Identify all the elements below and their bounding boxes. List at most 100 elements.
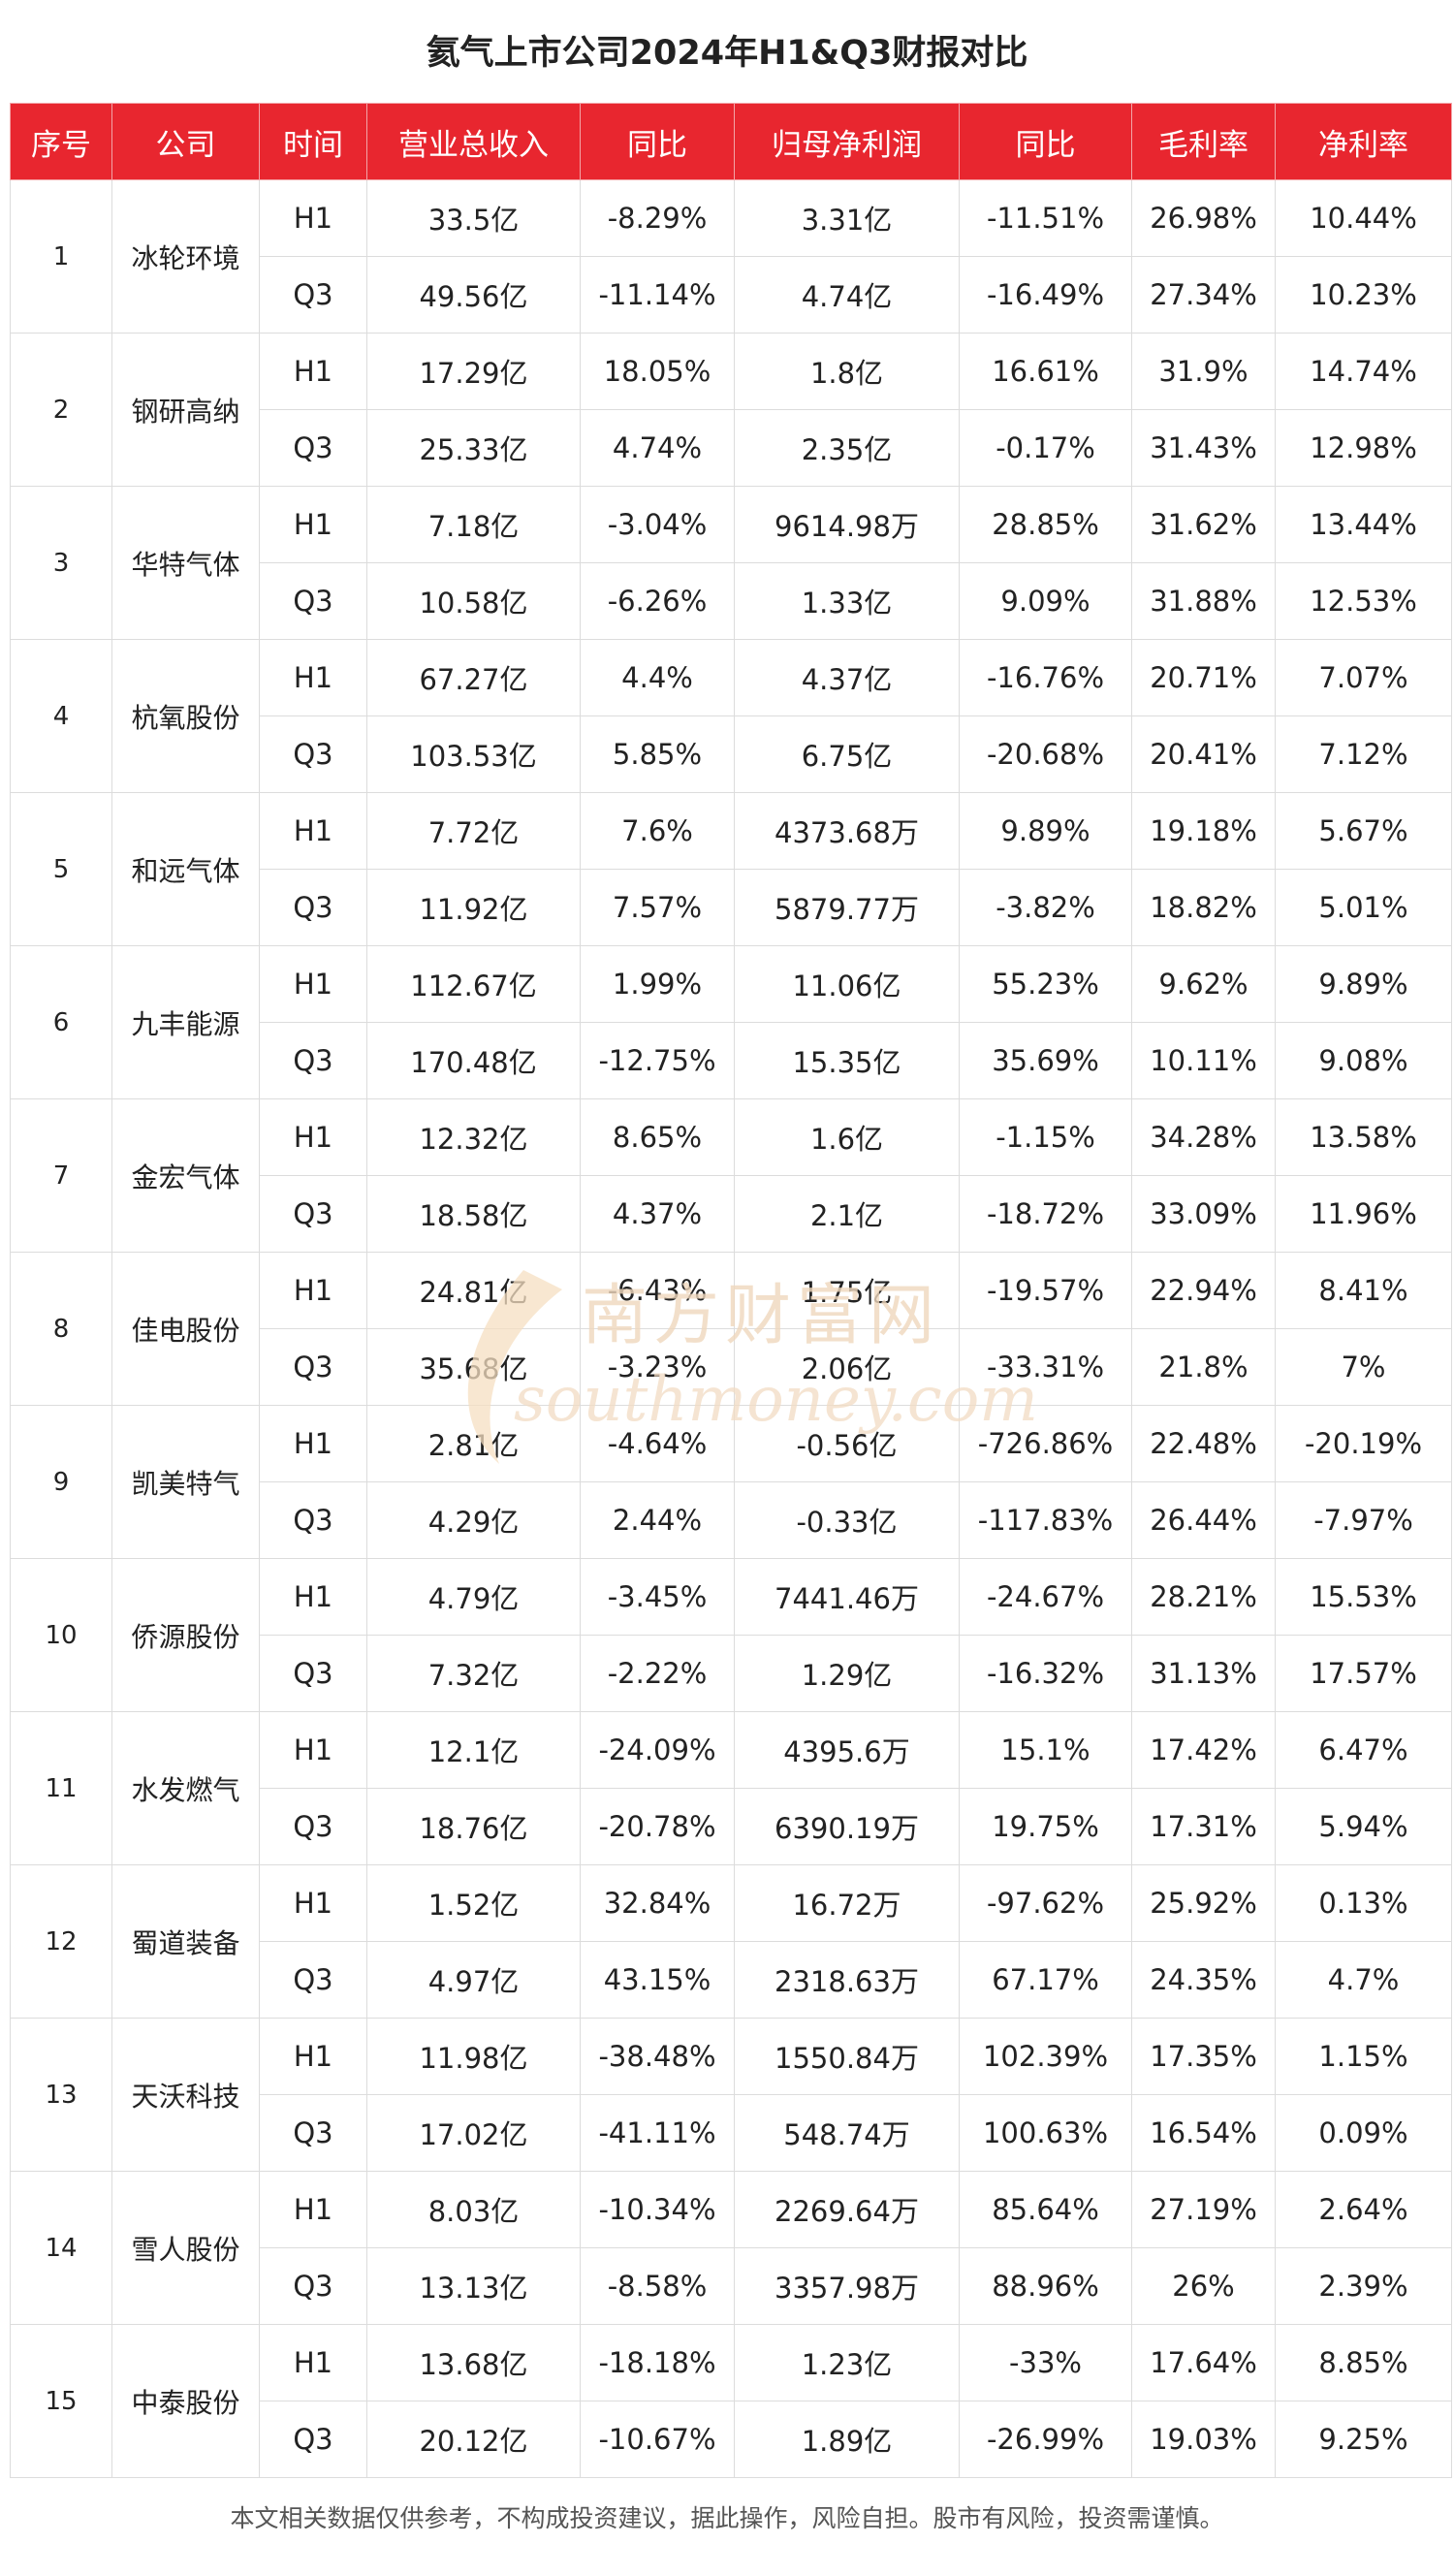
table-row: Q3 18.58亿 4.37% 2.1亿 -18.72% 33.09% 11.96% — [11, 1175, 1452, 1253]
table-row: Q3 4.29亿 2.44% -0.33亿 -117.83% 26.44% -7.97% — [11, 1481, 1452, 1559]
revenue-yoy-cell: 7.57% — [580, 869, 735, 946]
header-revenue-yoy: 同比 — [580, 103, 735, 180]
table-row: Q3 4.97亿 43.15% 2318.63万 67.17% 24.35% 4.7% — [11, 1941, 1452, 2019]
gross-margin-cell: 22.48% — [1131, 1405, 1276, 1482]
company-cell: 冰轮环境 — [111, 179, 260, 334]
profit-yoy-cell: 16.61% — [959, 333, 1132, 410]
profit-yoy-cell: -117.83% — [959, 1481, 1132, 1559]
gross-margin-cell: 34.28% — [1131, 1098, 1276, 1176]
net-profit-cell: -0.56亿 — [734, 1405, 960, 1482]
table-row: 15 中泰股份 H1 13.68亿 -18.18% 1.23亿 -33% 17.64% 8.85… — [10, 2324, 1452, 2478]
gross-margin-cell: 20.71% — [1131, 639, 1276, 716]
net-profit-cell: 4373.68万 — [734, 792, 960, 870]
net-margin-cell: 10.23% — [1275, 256, 1452, 334]
net-profit-cell: 4.37亿 — [734, 639, 960, 716]
net-profit-cell: 1.6亿 — [734, 1098, 960, 1176]
revenue-cell: 18.58亿 — [366, 1175, 581, 1253]
table-header-row: 序号 公司 时间 营业总收入 同比 归母净利润 同比 毛利率 净利率 — [10, 103, 1452, 180]
net-margin-cell: 6.47% — [1275, 1711, 1452, 1789]
time-cell: Q3 — [259, 2094, 367, 2172]
net-margin-cell: 12.53% — [1275, 562, 1452, 640]
table-row: 11 水发燃气 H1 12.1亿 -24.09% 4395.6万 15.1% 17.42% 6.… — [10, 1711, 1452, 1865]
header-seq: 序号 — [10, 103, 112, 180]
profit-yoy-cell: 28.85% — [959, 486, 1132, 563]
net-profit-cell: 1.23亿 — [734, 2324, 960, 2401]
net-profit-cell: 4.74亿 — [734, 256, 960, 334]
revenue-yoy-cell: -10.67% — [580, 2401, 735, 2478]
profit-yoy-cell: 85.64% — [959, 2171, 1132, 2248]
profit-yoy-cell: -18.72% — [959, 1175, 1132, 1253]
time-cell: Q3 — [259, 256, 367, 334]
revenue-cell: 103.53亿 — [366, 716, 581, 793]
net-margin-cell: 4.7% — [1275, 1941, 1452, 2019]
net-profit-cell: 9614.98万 — [734, 486, 960, 563]
table-row: Q3 13.13亿 -8.58% 3357.98万 88.96% 26% 2.39% — [11, 2247, 1452, 2325]
gross-margin-cell: 19.18% — [1131, 792, 1276, 870]
revenue-cell: 17.29亿 — [366, 333, 581, 410]
header-net-profit: 归母净利润 — [734, 103, 960, 180]
revenue-cell: 33.5亿 — [366, 179, 581, 257]
net-margin-cell: 13.58% — [1275, 1098, 1452, 1176]
disclaimer-footer: 本文相关数据仅供参考，不构成投资建议，据此操作，风险自担。股市有风险，投资需谨慎… — [230, 2504, 1224, 2532]
profit-yoy-cell: 35.69% — [959, 1022, 1132, 1099]
time-cell: H1 — [259, 1252, 367, 1329]
revenue-cell: 13.13亿 — [366, 2247, 581, 2325]
header-profit-yoy: 同比 — [959, 103, 1132, 180]
gross-margin-cell: 9.62% — [1131, 945, 1276, 1023]
profit-yoy-cell: -33.31% — [959, 1328, 1132, 1406]
table-row: Q3 17.02亿 -41.11% 548.74万 100.63% 16.54% 0.09% — [11, 2094, 1452, 2172]
net-margin-cell: 8.85% — [1275, 2324, 1452, 2401]
gross-margin-cell: 26% — [1131, 2247, 1276, 2325]
gross-margin-cell: 19.03% — [1131, 2401, 1276, 2478]
table-row: Q3 10.58亿 -6.26% 1.33亿 9.09% 31.88% 12.53% — [11, 562, 1452, 640]
table-row: 2 钢研高纳 H1 17.29亿 18.05% 1.8亿 16.61% 31.9% 14.74% — [10, 333, 1452, 487]
time-cell: H1 — [259, 333, 367, 410]
revenue-yoy-cell: -12.75% — [580, 1022, 735, 1099]
table-row: Q3 170.48亿 -12.75% 15.35亿 35.69% 10.11% 9.08% — [11, 1022, 1452, 1099]
company-cell: 九丰能源 — [111, 945, 260, 1099]
revenue-yoy-cell: -8.29% — [580, 179, 735, 257]
net-margin-cell: 7% — [1275, 1328, 1452, 1406]
net-profit-cell: 6.75亿 — [734, 716, 960, 793]
revenue-cell: 4.29亿 — [366, 1481, 581, 1559]
net-profit-cell: 7441.46万 — [734, 1558, 960, 1636]
profit-yoy-cell: -16.32% — [959, 1635, 1132, 1712]
time-cell: Q3 — [259, 1022, 367, 1099]
net-profit-cell: 2318.63万 — [734, 1941, 960, 2019]
table-row: Q3 7.32亿 -2.22% 1.29亿 -16.32% 31.13% 17.57% — [11, 1635, 1452, 1712]
revenue-yoy-cell: 2.44% — [580, 1481, 735, 1559]
table-row: 10 侨源股份 H1 4.79亿 -3.45% 7441.46万 -24.67% 28.21%… — [10, 1558, 1452, 1712]
gross-margin-cell: 26.44% — [1131, 1481, 1276, 1559]
revenue-yoy-cell: -8.58% — [580, 2247, 735, 2325]
seq-cell: 4 — [10, 639, 112, 793]
net-margin-cell: 0.09% — [1275, 2094, 1452, 2172]
revenue-cell: 10.58亿 — [366, 562, 581, 640]
revenue-yoy-cell: 4.4% — [580, 639, 735, 716]
net-margin-cell: 5.01% — [1275, 869, 1452, 946]
net-margin-cell: 2.39% — [1275, 2247, 1452, 2325]
net-profit-cell: 1.89亿 — [734, 2401, 960, 2478]
seq-cell: 11 — [10, 1711, 112, 1865]
revenue-yoy-cell: 1.99% — [580, 945, 735, 1023]
revenue-yoy-cell: 7.6% — [580, 792, 735, 870]
revenue-cell: 24.81亿 — [366, 1252, 581, 1329]
table-row: Q3 18.76亿 -20.78% 6390.19万 19.75% 17.31% 5.94% — [11, 1788, 1452, 1865]
revenue-cell: 7.72亿 — [366, 792, 581, 870]
table-row: Q3 20.12亿 -10.67% 1.89亿 -26.99% 19.03% 9.25% — [11, 2401, 1452, 2478]
company-cell: 金宏气体 — [111, 1098, 260, 1253]
time-cell: Q3 — [259, 562, 367, 640]
revenue-yoy-cell: 32.84% — [580, 1864, 735, 1942]
profit-yoy-cell: 9.89% — [959, 792, 1132, 870]
net-margin-cell: 7.07% — [1275, 639, 1452, 716]
time-cell: H1 — [259, 945, 367, 1023]
time-cell: H1 — [259, 486, 367, 563]
gross-margin-cell: 20.41% — [1131, 716, 1276, 793]
time-cell: H1 — [259, 2171, 367, 2248]
profit-yoy-cell: -20.68% — [959, 716, 1132, 793]
header-gross-margin: 毛利率 — [1131, 103, 1276, 180]
net-margin-cell: 15.53% — [1275, 1558, 1452, 1636]
revenue-cell: 7.32亿 — [366, 1635, 581, 1712]
company-cell: 天沃科技 — [111, 2018, 260, 2172]
revenue-cell: 2.81亿 — [366, 1405, 581, 1482]
time-cell: Q3 — [259, 1788, 367, 1865]
